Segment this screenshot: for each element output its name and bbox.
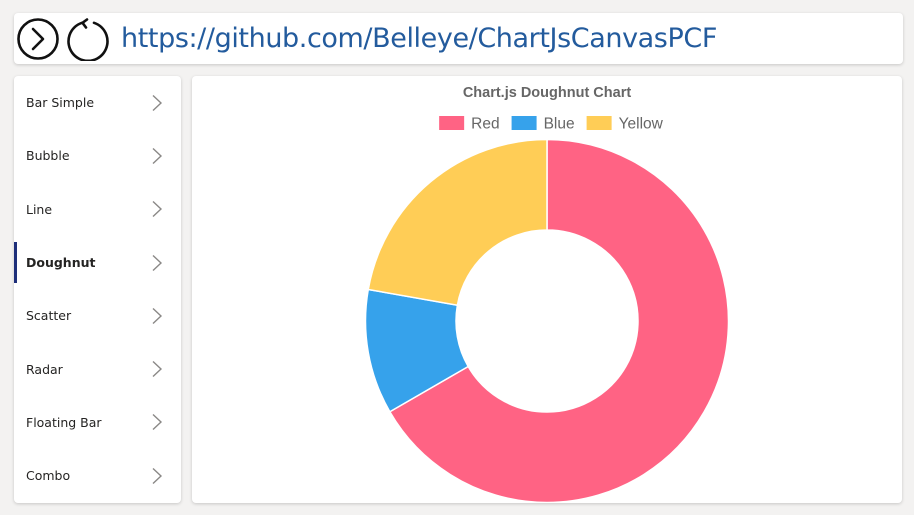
chevron-right-icon (152, 361, 163, 378)
chart-title: Chart.js Doughnut Chart (463, 85, 632, 101)
chevron-right-icon (152, 94, 163, 111)
chevron-right-icon (152, 201, 163, 218)
legend-item-blue[interactable]: Blue (511, 116, 575, 133)
sidebar-item-label: Radar (26, 361, 63, 377)
legend-label: Red (471, 116, 499, 133)
chevron-right-icon (152, 414, 163, 431)
address-bar: https://github.com/Belleye/ChartJsCanvas… (14, 13, 903, 64)
refresh-button[interactable] (66, 17, 110, 61)
chevron-right-icon (152, 307, 163, 324)
sidebar-item-combo[interactable]: Combo (14, 449, 181, 502)
sidebar-item-scatter[interactable]: Scatter (14, 289, 181, 342)
chevron-right-icon (152, 147, 163, 164)
sidebar-item-label: Combo (26, 468, 71, 484)
doughnut-slice-yellow[interactable] (367, 138, 548, 307)
doughnut-slice-red[interactable] (388, 138, 730, 503)
legend-swatch (439, 116, 465, 130)
legend-swatch (511, 116, 537, 130)
legend-item-red[interactable]: Red (439, 116, 500, 133)
chevron-right-circle-icon (17, 18, 59, 60)
legend-label: Yellow (619, 116, 664, 133)
chart-panel: Chart.js Doughnut Chart Red Blue Yellow (192, 76, 902, 503)
chevron-right-icon (152, 467, 163, 484)
refresh-icon (67, 18, 109, 61)
sidebar-item-floating-bar[interactable]: Floating Bar (14, 396, 181, 449)
sidebar-item-label: Bubble (26, 148, 70, 164)
chevron-right-icon (152, 254, 163, 271)
sidebar-item-label: Floating Bar (26, 414, 102, 430)
doughnut-chart: Chart.js Doughnut Chart Red Blue Yellow (364, 85, 730, 503)
sidebar-item-bar-simple[interactable]: Bar Simple (14, 76, 181, 129)
sidebar-item-doughnut[interactable]: Doughnut (14, 236, 181, 289)
go-button[interactable] (16, 17, 60, 61)
chart-type-menu: Bar Simple Bubble Line Doughnut Scatter Radar… (14, 76, 181, 503)
legend-swatch (586, 116, 612, 130)
url-text[interactable]: https://github.com/Belleye/ChartJsCanvas… (121, 23, 717, 54)
sidebar-item-label: Bar Simple (26, 95, 95, 111)
legend-item-yellow[interactable]: Yellow (586, 116, 664, 133)
sidebar-item-label: Doughnut (26, 255, 96, 271)
sidebar-item-radar[interactable]: Radar (14, 342, 181, 395)
sidebar-item-bubble[interactable]: Bubble (14, 129, 181, 182)
sidebar-item-label: Line (26, 201, 53, 217)
sidebar-item-line[interactable]: Line (14, 183, 181, 236)
sidebar-item-label: Scatter (26, 308, 72, 324)
legend-label: Blue (544, 116, 575, 133)
